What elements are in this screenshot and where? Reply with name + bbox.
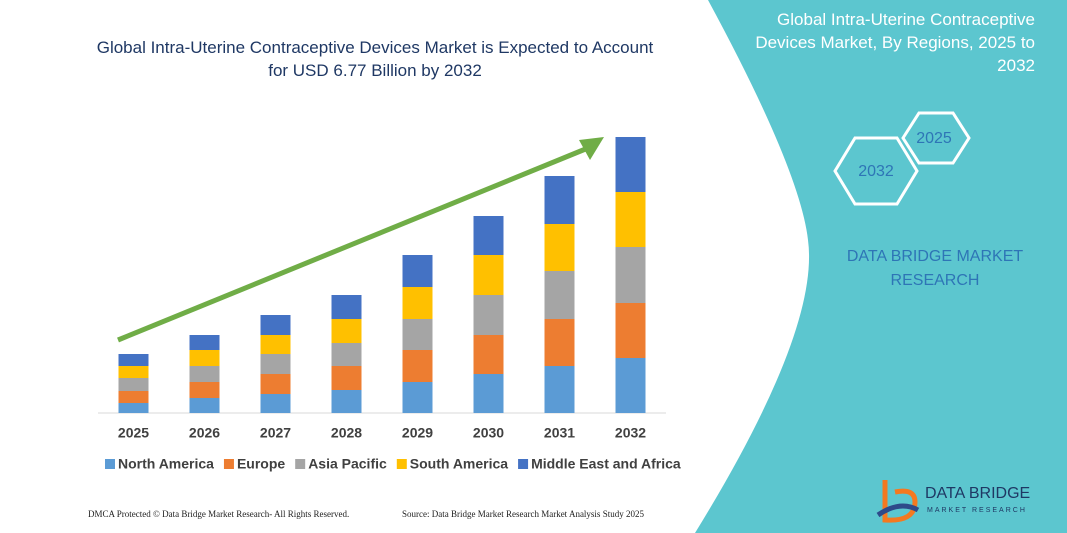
- footer-left: DMCA Protected © Data Bridge Market Rese…: [88, 509, 349, 519]
- x-tick-label: 2032: [615, 425, 646, 441]
- trend-arrowhead: [579, 137, 604, 160]
- bar-segment: [615, 137, 646, 192]
- panel-title: Global Intra-Uterine Contraceptive Devic…: [755, 10, 1035, 75]
- bar-segment: [331, 295, 362, 319]
- bar-segment: [118, 391, 149, 403]
- chart-title: Global Intra-Uterine Contraceptive Devic…: [96, 38, 654, 80]
- legend-label: North America: [118, 456, 214, 472]
- legend-label: Europe: [237, 456, 285, 472]
- logo-mark: [876, 503, 920, 518]
- x-tick-label: 2028: [331, 425, 362, 441]
- bar-segment: [118, 378, 149, 391]
- bar-segment: [615, 358, 646, 413]
- bar-segment: [473, 295, 504, 335]
- logo-title: DATA BRIDGE: [925, 485, 1030, 502]
- bar-segment: [260, 374, 291, 394]
- bar-segment: [473, 255, 504, 295]
- bar-segment: [260, 354, 291, 374]
- bar-segment: [402, 350, 433, 382]
- logo-mark: [882, 480, 918, 523]
- legend: North America Europe Asia Pacific South Ame…: [105, 456, 681, 472]
- hex-label: 2025: [916, 130, 952, 147]
- bar-segment: [189, 398, 220, 413]
- bar-segment: [118, 403, 149, 413]
- legend-label: Asia Pacific: [308, 456, 387, 472]
- bar-segment: [544, 176, 575, 224]
- bar-segment: [331, 343, 362, 366]
- x-tick-label: 2026: [189, 425, 220, 441]
- legend-label: Middle East and Africa: [531, 456, 681, 472]
- trend-arrow: [117, 145, 589, 343]
- side-panel: [695, 0, 1067, 533]
- bar-segment: [473, 335, 504, 374]
- bar-segment: [331, 319, 362, 343]
- legend-swatch: [105, 459, 115, 469]
- title-box: Global Intra-Uterine Contraceptive Devic…: [96, 38, 654, 80]
- legend-swatch: [396, 459, 407, 469]
- hexagon: [901, 111, 971, 165]
- logo-subtitle: MARKET RESEARCH: [927, 507, 1027, 514]
- bar-segment: [189, 366, 220, 382]
- bar-segment: [615, 247, 646, 303]
- bar-segment: [402, 319, 433, 350]
- x-tick-label: 2030: [473, 425, 504, 441]
- legend-swatch: [223, 459, 234, 469]
- bar-segment: [260, 315, 291, 335]
- bar-segment: [189, 382, 220, 398]
- bar-segment: [544, 319, 575, 366]
- legend-label: South America: [410, 456, 508, 472]
- x-tick-label: 2025: [118, 425, 149, 441]
- bar-segment: [544, 271, 575, 319]
- bar-segment: [615, 192, 646, 247]
- bar-segment: [473, 216, 504, 255]
- bar-segment: [544, 224, 575, 271]
- bar-segment: [402, 255, 433, 287]
- bar-segment: [260, 335, 291, 354]
- x-tick-label: 2031: [544, 425, 575, 441]
- panel-title-box: Global Intra-Uterine Contraceptive Devic…: [755, 10, 1035, 75]
- legend-swatch: [295, 459, 306, 469]
- hex-label: 2032: [858, 163, 894, 180]
- bar-segment: [402, 382, 433, 413]
- bar-segment: [615, 303, 646, 358]
- bars: 2025 2026 2027 2028 2029 2030 2031 2032: [118, 137, 646, 441]
- bar-segment: [544, 366, 575, 413]
- brand: DATA BRIDGE MARKET RESEARCH: [846, 248, 1024, 289]
- bar-segment: [331, 390, 362, 413]
- bar-segment: [118, 366, 149, 378]
- x-tick-label: 2027: [260, 425, 291, 441]
- legend-swatch: [518, 459, 529, 469]
- bar-segment: [473, 374, 504, 413]
- hexagon: [833, 136, 919, 206]
- bar-segment: [331, 366, 362, 390]
- bar-segment: [189, 335, 220, 350]
- bar-segment: [189, 350, 220, 366]
- x-tick-label: 2029: [402, 425, 433, 441]
- brand-box: DATA BRIDGE MARKET RESEARCH: [846, 248, 1024, 289]
- footer-right: Source: Data Bridge Market Research Mark…: [402, 509, 644, 519]
- bar-segment: [260, 394, 291, 413]
- bar-segment: [118, 354, 149, 366]
- bar-segment: [402, 287, 433, 319]
